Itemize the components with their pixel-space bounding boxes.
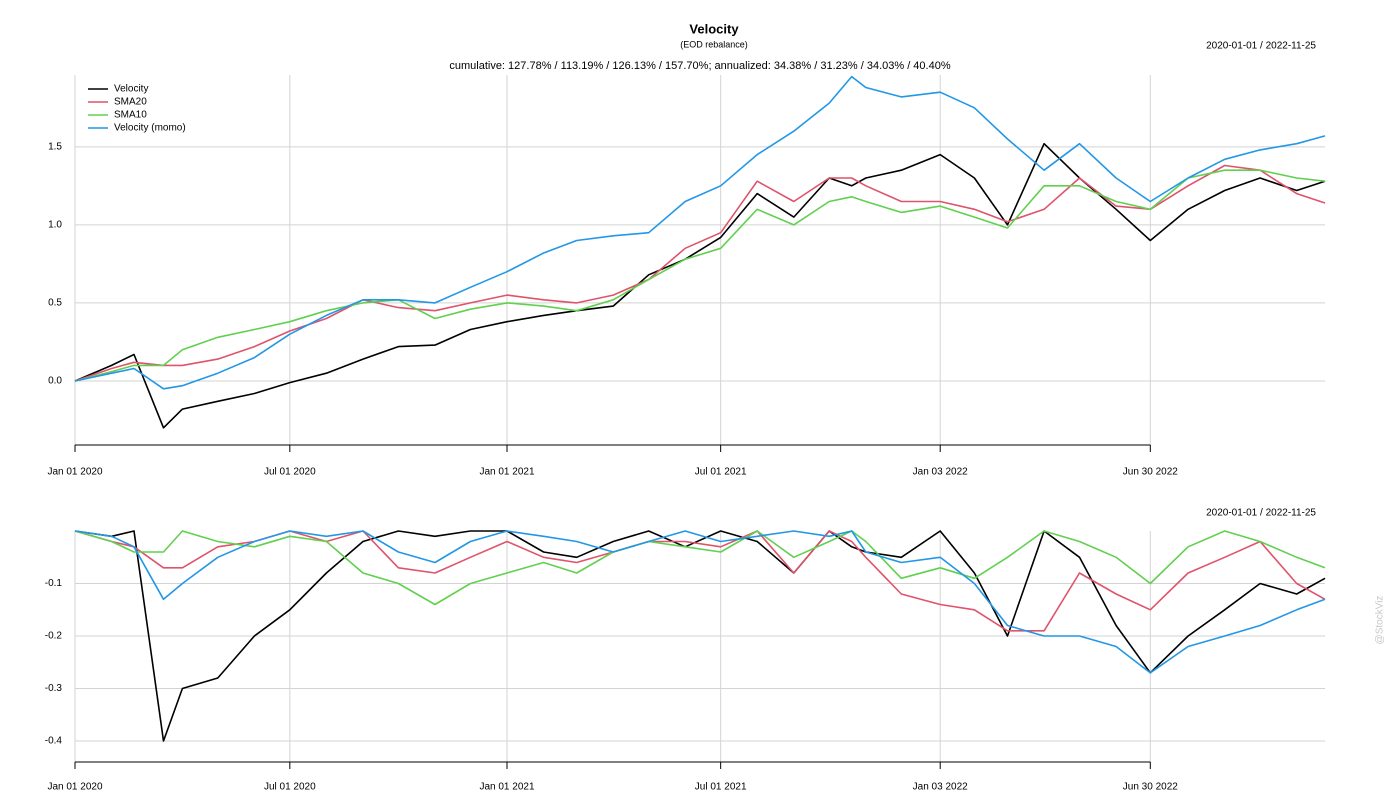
annotation: cumulative: 127.78% / 113.19% / 126.13% … xyxy=(449,60,950,72)
series-line xyxy=(74,530,1326,606)
series-line xyxy=(74,142,1326,429)
x-tick-label: Jan 01 2021 xyxy=(479,782,534,793)
x-tick-label: Jul 01 2020 xyxy=(264,782,316,793)
legend-label: Velocity xyxy=(114,84,148,95)
y-tick-label: 0.5 xyxy=(48,298,62,309)
series-line xyxy=(74,530,1326,632)
y-tick-label: 1.5 xyxy=(48,141,62,152)
series-line xyxy=(74,169,1326,382)
y-tick-label: -0.2 xyxy=(45,631,63,642)
watermark: @StockViz xyxy=(1375,596,1386,645)
y-tick-label: -0.4 xyxy=(45,736,63,747)
x-tick-label: Jan 01 2021 xyxy=(479,467,534,478)
series-line xyxy=(74,75,1326,390)
x-tick-label: Jan 03 2022 xyxy=(913,782,968,793)
series-line xyxy=(74,164,1326,382)
chart-title: Velocity xyxy=(689,21,739,36)
x-tick-label: Jul 01 2021 xyxy=(695,467,747,478)
x-tick-label: Jan 03 2022 xyxy=(913,467,968,478)
y-tick-label: 1.0 xyxy=(48,220,62,231)
x-tick-label: Jul 01 2020 xyxy=(264,467,316,478)
x-tick-label: Jan 01 2020 xyxy=(47,467,102,478)
legend-label: SMA10 xyxy=(114,110,147,121)
legend-label: Velocity (momo) xyxy=(114,123,186,134)
y-tick-label: 0.0 xyxy=(48,376,62,387)
date-range: 2020-01-01 / 2022-11-25 xyxy=(1206,508,1316,519)
y-tick-label: -0.3 xyxy=(45,683,63,694)
x-tick-label: Jul 01 2021 xyxy=(695,782,747,793)
chart-subtitle: (EOD rebalance) xyxy=(680,39,748,49)
series-line xyxy=(74,530,1326,674)
x-tick-label: Jun 30 2022 xyxy=(1123,782,1178,793)
date-range: 2020-01-01 / 2022-11-25 xyxy=(1206,41,1316,52)
series-line xyxy=(74,530,1326,742)
x-tick-label: Jun 30 2022 xyxy=(1123,467,1178,478)
y-tick-label: -0.1 xyxy=(45,578,63,589)
x-tick-label: Jan 01 2020 xyxy=(47,782,102,793)
legend-label: SMA20 xyxy=(114,97,147,108)
